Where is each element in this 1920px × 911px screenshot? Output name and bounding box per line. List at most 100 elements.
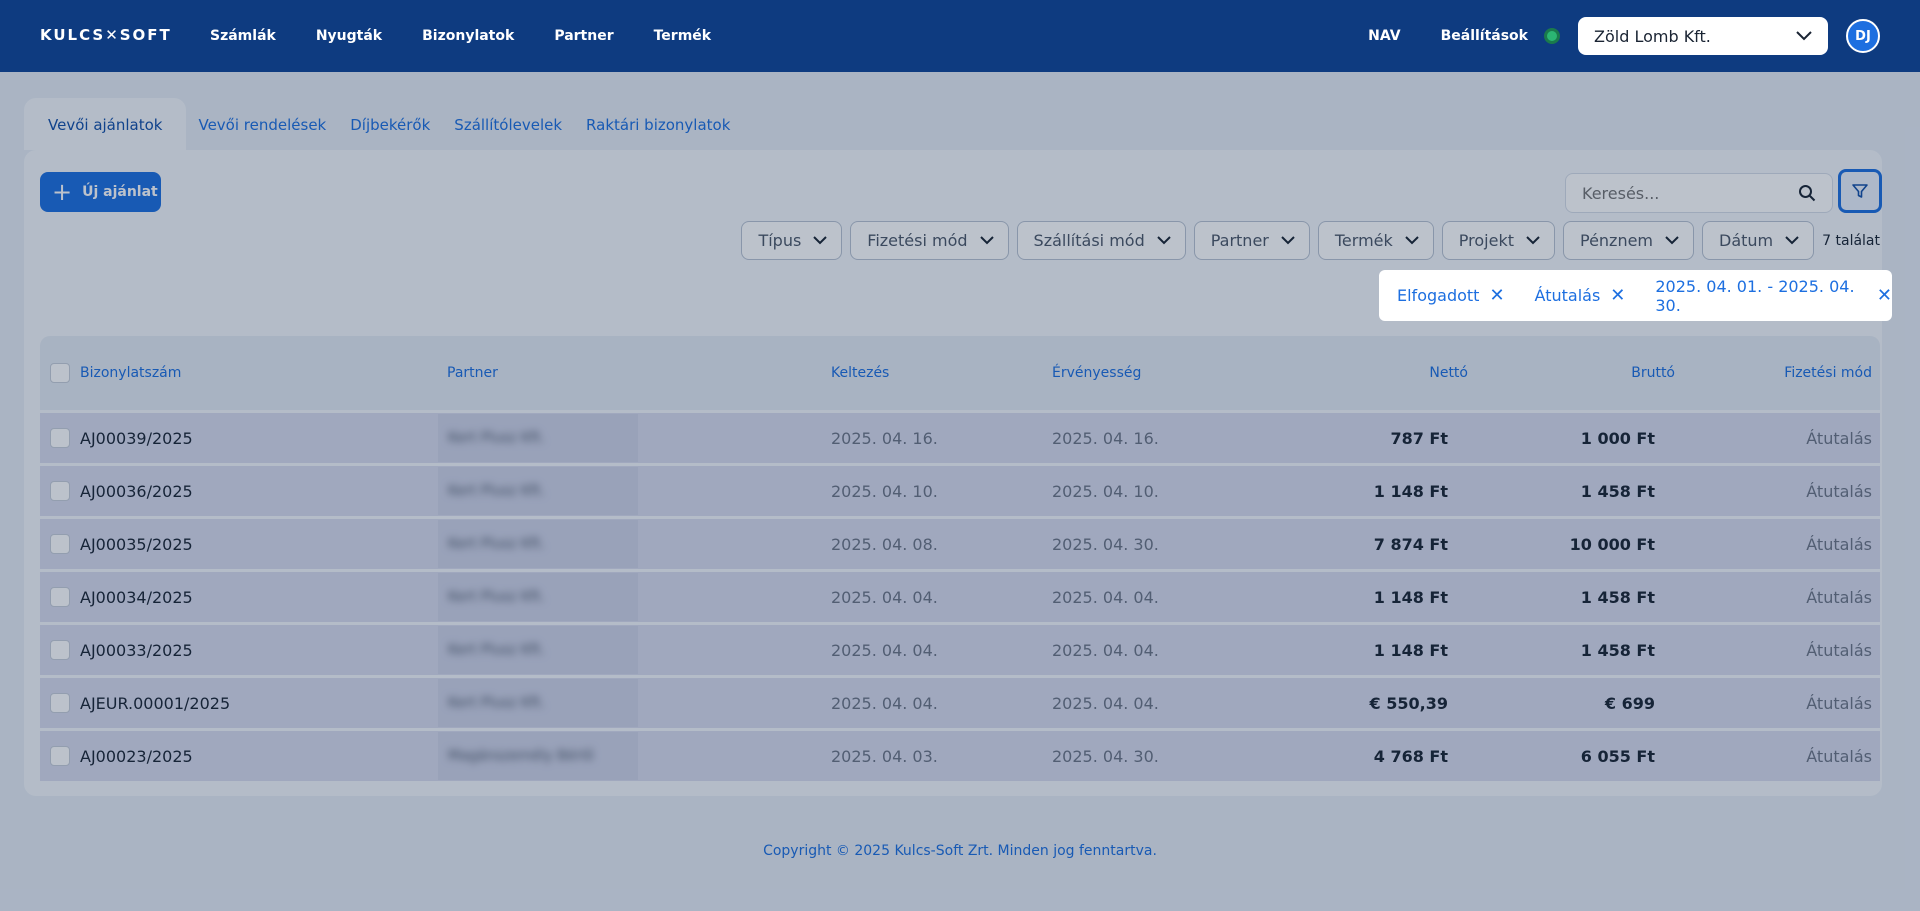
table-row[interactable]: AJ00023/2025 Magánszemély Bérlő 2025. 04… — [40, 731, 1880, 781]
filter-datum[interactable]: Dátum — [1702, 221, 1815, 260]
offers-table: Bizonylatszám Partner Keltezés Érvényess… — [40, 336, 1880, 781]
table-row[interactable]: AJ00034/2025 Kert Plusz Kft. 2025. 04. 0… — [40, 572, 1880, 622]
col-keltezes[interactable]: Keltezés — [831, 365, 890, 381]
row-checkbox[interactable] — [50, 534, 70, 554]
filter-projekt[interactable]: Projekt — [1441, 221, 1555, 260]
tab-vevoi-rendelesek[interactable]: Vevői rendelések — [198, 116, 327, 134]
document-tabs: Vevői ajánlatok Vevői rendelések Díjbeké… — [24, 98, 742, 150]
kulcs-soft-logo[interactable]: KULCS✕SOFT — [40, 26, 172, 44]
row-checkbox[interactable] — [50, 640, 70, 660]
close-icon[interactable]: ✕ — [1489, 285, 1505, 306]
filter-szallitasi-mod[interactable]: Szállítási mód — [1016, 221, 1186, 260]
col-brutto[interactable]: Bruttó — [1631, 365, 1675, 381]
row-checkbox[interactable] — [50, 481, 70, 501]
tab-szallitolevelek[interactable]: Szállítólevelek — [454, 116, 563, 134]
active-filter-chip: Elfogadott ✕ — [1397, 285, 1505, 306]
nav-nyugtak[interactable]: Nyugták — [315, 28, 383, 44]
new-offer-button[interactable]: + Új ajánlat — [40, 172, 161, 212]
cell-doc-number[interactable]: AJEUR.00001/2025 — [80, 693, 231, 713]
cell-validity: 2025. 04. 30. — [1052, 746, 1159, 766]
tab-dijbekerok[interactable]: Díjbekérők — [350, 116, 431, 134]
cell-payment: Átutalás — [1806, 587, 1872, 607]
filter-termek[interactable]: Termék — [1317, 221, 1434, 260]
cell-doc-number[interactable]: AJ00035/2025 — [80, 534, 193, 554]
cell-validity: 2025. 04. 30. — [1052, 534, 1159, 554]
cell-net: 4 768 Ft — [1373, 746, 1448, 766]
cell-doc-number[interactable]: AJ00034/2025 — [80, 587, 193, 607]
nav-nav-link[interactable]: NAV — [1368, 28, 1401, 44]
cell-doc-number[interactable]: AJ00039/2025 — [80, 428, 193, 448]
cell-gross: 1 458 Ft — [1580, 587, 1655, 607]
close-icon[interactable]: ✕ — [1610, 285, 1626, 306]
company-select[interactable]: Zöld Lomb Kft. — [1578, 17, 1828, 55]
filter-tipus[interactable]: Típus — [741, 221, 843, 260]
filter-label: Szállítási mód — [1033, 231, 1145, 250]
tab-raktari-bizonylatok[interactable]: Raktári bizonylatok — [586, 116, 731, 134]
nav-termek[interactable]: Termék — [653, 28, 712, 44]
col-netto[interactable]: Nettó — [1429, 365, 1468, 381]
chevron-down-icon — [1405, 236, 1419, 245]
partner-name-blurred: Kert Plusz Kft. — [448, 589, 545, 605]
cell-gross: € 699 — [1604, 693, 1655, 713]
filter-toggle-button[interactable] — [1838, 169, 1882, 213]
table-row[interactable]: AJ00036/2025 Kert Plusz Kft. 2025. 04. 1… — [40, 466, 1880, 516]
table-row[interactable]: AJ00035/2025 Kert Plusz Kft. 2025. 04. 0… — [40, 519, 1880, 569]
nav-szamlak[interactable]: Számlák — [210, 28, 276, 44]
cell-payment: Átutalás — [1806, 534, 1872, 554]
table-row[interactable]: AJ00039/2025 Kert Plusz Kft. 2025. 04. 1… — [40, 413, 1880, 463]
col-bizonylatszam[interactable]: Bizonylatszám — [80, 365, 182, 381]
filter-penznem[interactable]: Pénznem — [1562, 221, 1695, 260]
active-filter-chip: 2025. 04. 01. - 2025. 04. 30. ✕ — [1655, 277, 1892, 315]
table-row[interactable]: AJ00033/2025 Kert Plusz Kft. 2025. 04. 0… — [40, 625, 1880, 675]
active-filters-panel: Elfogadott ✕ Átutalás ✕ 2025. 04. 01. - 20… — [1379, 270, 1892, 321]
search-input[interactable] — [1582, 183, 1798, 203]
partner-name-blurred: Kert Plusz Kft. — [448, 642, 545, 658]
user-avatar[interactable]: DJ — [1846, 19, 1880, 53]
cell-doc-number[interactable]: AJ00033/2025 — [80, 640, 193, 660]
chevron-down-icon — [979, 236, 994, 245]
filter-label: Pénznem — [1579, 231, 1654, 250]
main-nav: Számlák Nyugták Bizonylatok Partner Term… — [210, 0, 711, 72]
cell-doc-number[interactable]: AJ00023/2025 — [80, 746, 193, 766]
select-all-checkbox[interactable] — [50, 363, 70, 383]
cell-net: 1 148 Ft — [1373, 640, 1448, 660]
cell-date: 2025. 04. 10. — [831, 481, 938, 501]
row-checkbox[interactable] — [50, 587, 70, 607]
row-checkbox[interactable] — [50, 746, 70, 766]
cell-payment: Átutalás — [1806, 481, 1872, 501]
filter-partner[interactable]: Partner — [1193, 221, 1310, 260]
company-name: Zöld Lomb Kft. — [1594, 26, 1711, 46]
row-checkbox[interactable] — [50, 428, 70, 448]
chevron-down-icon — [1796, 31, 1812, 41]
nav-partner[interactable]: Partner — [554, 28, 614, 44]
cell-doc-number[interactable]: AJ00036/2025 — [80, 481, 193, 501]
col-partner[interactable]: Partner — [447, 365, 498, 381]
row-checkbox[interactable] — [50, 693, 70, 713]
chevron-down-icon — [1526, 236, 1540, 245]
cell-date: 2025. 04. 04. — [831, 587, 938, 607]
nav-settings-link[interactable]: Beállítások — [1440, 28, 1528, 44]
cell-date: 2025. 04. 03. — [831, 746, 938, 766]
cell-gross: 1 458 Ft — [1580, 640, 1655, 660]
cell-partner: Kert Plusz Kft. — [438, 679, 638, 727]
cell-partner: Kert Plusz Kft. — [438, 414, 638, 462]
cell-date: 2025. 04. 04. — [831, 693, 938, 713]
cell-gross: 10 000 Ft — [1569, 534, 1655, 554]
tab-vevoi-ajanlatok[interactable]: Vevői ajánlatok — [24, 98, 187, 150]
nav-bizonylatok[interactable]: Bizonylatok — [422, 28, 515, 44]
col-ervenyesseg[interactable]: Érvényesség — [1052, 365, 1142, 381]
plus-icon: + — [52, 178, 73, 206]
table-header: Bizonylatszám Partner Keltezés Érvényess… — [40, 336, 1880, 410]
new-offer-label: Új ajánlat — [82, 184, 158, 200]
cell-net: 7 874 Ft — [1373, 534, 1448, 554]
col-fizetesi-mod[interactable]: Fizetési mód — [1784, 365, 1872, 381]
cell-partner: Magánszemély Bérlő — [438, 732, 638, 780]
close-icon[interactable]: ✕ — [1876, 285, 1892, 306]
table-row[interactable]: AJEUR.00001/2025 Kert Plusz Kft. 2025. 0… — [40, 678, 1880, 728]
filter-bar: Típus Fizetési mód Szállítási mód Partne… — [741, 221, 1880, 260]
cell-payment: Átutalás — [1806, 746, 1872, 766]
cell-payment: Átutalás — [1806, 693, 1872, 713]
filter-fizetesi-mod[interactable]: Fizetési mód — [850, 221, 1009, 260]
footer-copyright: Copyright © 2025 Kulcs-Soft Zrt. Minden … — [763, 843, 1157, 859]
search-icon[interactable] — [1798, 184, 1816, 202]
